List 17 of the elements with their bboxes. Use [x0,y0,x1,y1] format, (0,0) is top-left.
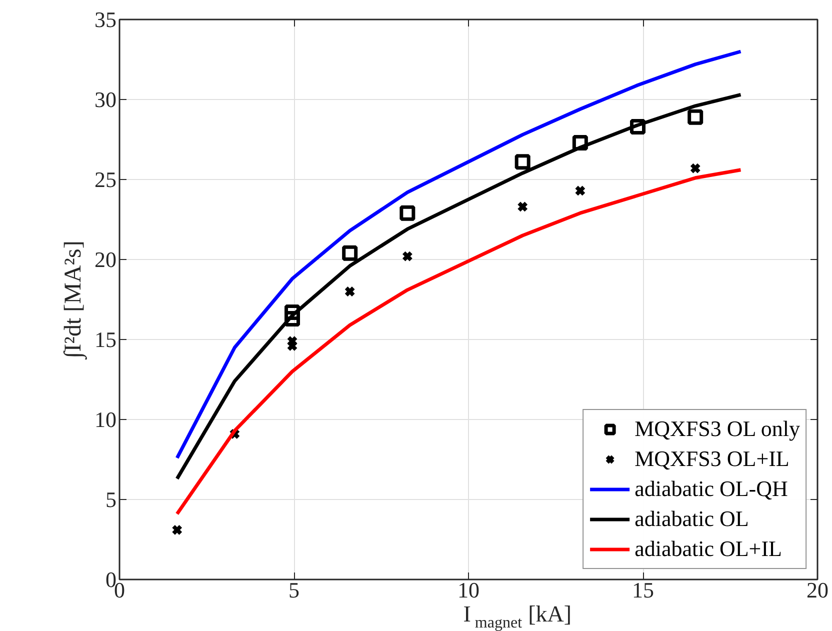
x-tick-label: 20 [806,578,828,602]
x-tick-label: 10 [458,578,480,602]
y-tick-label: 10 [94,407,116,432]
y-tick-label: 30 [94,87,116,112]
y-tick-label: 35 [94,7,116,32]
legend-label: MQXFS3 OL only [634,416,800,442]
x-tick-label: 15 [632,578,654,602]
legend-label: adiabatic OL [634,506,749,532]
legend-label: adiabatic OL+IL [634,536,782,562]
x-tick-label: 5 [288,578,300,602]
y-tick-label: 15 [94,327,116,352]
legend-label: MQXFS3 OL+IL [634,446,790,472]
y-axis-title: ∫I²dt [MA²s] [60,240,88,360]
y-tick-label: 20 [94,247,116,272]
y-tick-label: 5 [106,487,116,512]
legend-label: adiabatic OL-QH [634,476,788,502]
y-tick-label: 25 [94,167,116,192]
